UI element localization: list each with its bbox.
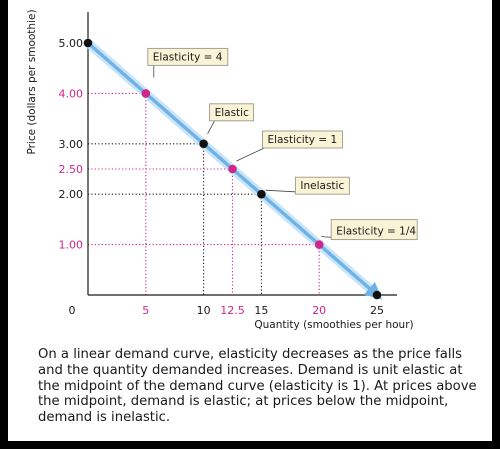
annotation-label-2: Elasticity = 1 xyxy=(268,134,338,146)
annotation-label-0: Elasticity = 4 xyxy=(153,51,223,63)
annotation-label-1: Elastic xyxy=(215,107,249,119)
x-tick-label-6: 25 xyxy=(370,304,384,317)
y-tick-label-4: 2.00 xyxy=(59,188,84,201)
data-point-6 xyxy=(372,290,382,300)
data-point-5 xyxy=(314,240,324,249)
y-tick-label-3: 2.50 xyxy=(59,163,84,176)
x-tick-label-1: 5 xyxy=(142,304,149,317)
annotation-box-0 xyxy=(147,47,229,66)
x-tick-label-0: 0 xyxy=(69,304,76,317)
data-point-1 xyxy=(141,89,151,98)
figure-caption: On a linear demand curve, elasticity dec… xyxy=(38,347,477,426)
annotation-box-4 xyxy=(330,219,418,241)
x-tick-label-4: 15 xyxy=(254,304,268,317)
annotation-box-3 xyxy=(294,176,350,195)
annotation-leader-1 xyxy=(207,118,216,134)
annotation-leader-2 xyxy=(236,145,269,162)
x-tick-label-3: 12.5 xyxy=(220,304,245,317)
y-tick-label-0: 5.00 xyxy=(59,37,84,50)
annotation-box-2 xyxy=(262,130,343,149)
x-tick-label-2: 10 xyxy=(197,304,211,317)
x-tick-label-5: 20 xyxy=(312,304,326,317)
x-axis-label: Quantity (smoothies per hour) xyxy=(254,319,413,331)
annotation-label-3: Inelastic xyxy=(300,180,344,192)
data-point-0 xyxy=(83,38,93,48)
data-point-2 xyxy=(199,139,208,149)
y-tick-label-1: 4.00 xyxy=(59,87,84,100)
data-point-3 xyxy=(228,164,237,174)
annotation-label-4: Elasticity = 1/4 xyxy=(336,226,416,238)
y-tick-label-2: 3.00 xyxy=(59,138,84,151)
annotation-box-1 xyxy=(209,103,255,122)
y-axis-label: Price (dollars per smoothie) xyxy=(26,9,38,154)
data-point-4 xyxy=(257,189,266,199)
demand-elasticity-chart: Elasticity = 4 Elastic Elasticity = 1 Inela… xyxy=(26,9,418,331)
figure-panel: Elasticity = 4 Elastic Elasticity = 1 Inela… xyxy=(8,0,492,441)
y-tick-label-5: 1.00 xyxy=(59,239,84,252)
